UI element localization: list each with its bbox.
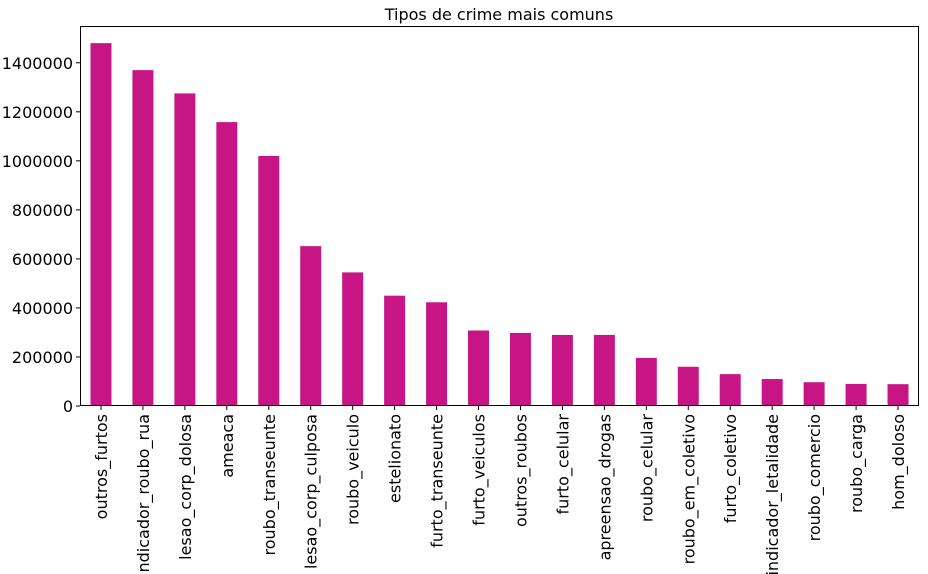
bars-group — [90, 43, 909, 407]
y-tick-label: 600000 — [12, 250, 73, 269]
x-tick-label: lesao_corp_dolosa — [176, 414, 196, 560]
y-tick-label: 0 — [63, 397, 73, 416]
x-tick-label: roubo_em_coletivo — [679, 414, 699, 564]
x-tick-label: estelionato — [386, 414, 405, 503]
x-tick-label: roubo_celular — [637, 414, 657, 523]
bar-estelionato — [384, 295, 406, 406]
bar-roubo_comercio — [803, 382, 825, 406]
x-tick-label: indicador_letalidade — [763, 414, 783, 574]
x-tick-label: indicador_roubo_rua — [134, 414, 154, 574]
x-tick-label: roubo_veiculo — [344, 414, 364, 525]
plot-frame — [80, 26, 919, 406]
bar-furto_coletivo — [719, 374, 741, 406]
bar-furto_veiculos — [468, 330, 490, 406]
bar-hom_doloso — [887, 384, 909, 406]
bar-furto_transeunte — [426, 302, 448, 406]
x-tick-label: roubo_carga — [847, 414, 867, 513]
bar-roubo_celular — [635, 357, 657, 406]
y-tick-label: 800000 — [12, 201, 73, 220]
x-tick-label: furto_transeunte — [428, 414, 448, 548]
bar-lesao_corp_dolosa — [174, 93, 196, 406]
bar-roubo_carga — [845, 383, 867, 406]
y-tick-label: 1200000 — [2, 103, 73, 122]
bar-indicador_letalidade — [761, 379, 783, 406]
y-tick-label: 1400000 — [2, 54, 73, 73]
x-tick-label: lesao_corp_culposa — [302, 414, 322, 569]
bar-outros_furtos — [90, 43, 112, 407]
bar-indicador_roubo_rua — [132, 70, 154, 407]
y-axis: 0 200000 400000 600000 800000 1000000 1200000 1… — [2, 54, 80, 416]
bar-roubo_em_coletivo — [677, 366, 699, 406]
x-tick-label: hom_doloso — [889, 414, 909, 510]
x-axis: outros_furtos indicador_roubo_rua lesao_co… — [92, 406, 909, 574]
y-tick-label: 1000000 — [2, 152, 73, 171]
x-tick-label: outros_roubos — [511, 414, 531, 527]
x-tick-label: furto_celular — [553, 414, 573, 515]
x-tick-label: roubo_transeunte — [260, 414, 280, 555]
bar-ameaca — [216, 122, 238, 407]
x-tick-label: roubo_comercio — [805, 414, 825, 541]
bar-furto_celular — [551, 334, 573, 406]
y-tick-label: 200000 — [12, 348, 73, 367]
bar-roubo_transeunte — [258, 155, 280, 406]
chart-title: Tipos de crime mais comuns — [384, 5, 614, 24]
x-tick-label: furto_coletivo — [721, 414, 741, 523]
x-tick-label: furto_veiculos — [470, 414, 490, 526]
bar-roubo_veiculo — [342, 272, 364, 406]
x-tick-label: ameaca — [218, 414, 237, 478]
bar-outros_roubos — [509, 332, 531, 406]
bar-apreensao_drogas — [593, 334, 615, 406]
bar-lesao_corp_culposa — [300, 246, 322, 406]
y-tick-label: 400000 — [12, 299, 73, 318]
x-tick-label: apreensao_drogas — [595, 414, 615, 560]
x-tick-label: outros_furtos — [92, 414, 112, 519]
